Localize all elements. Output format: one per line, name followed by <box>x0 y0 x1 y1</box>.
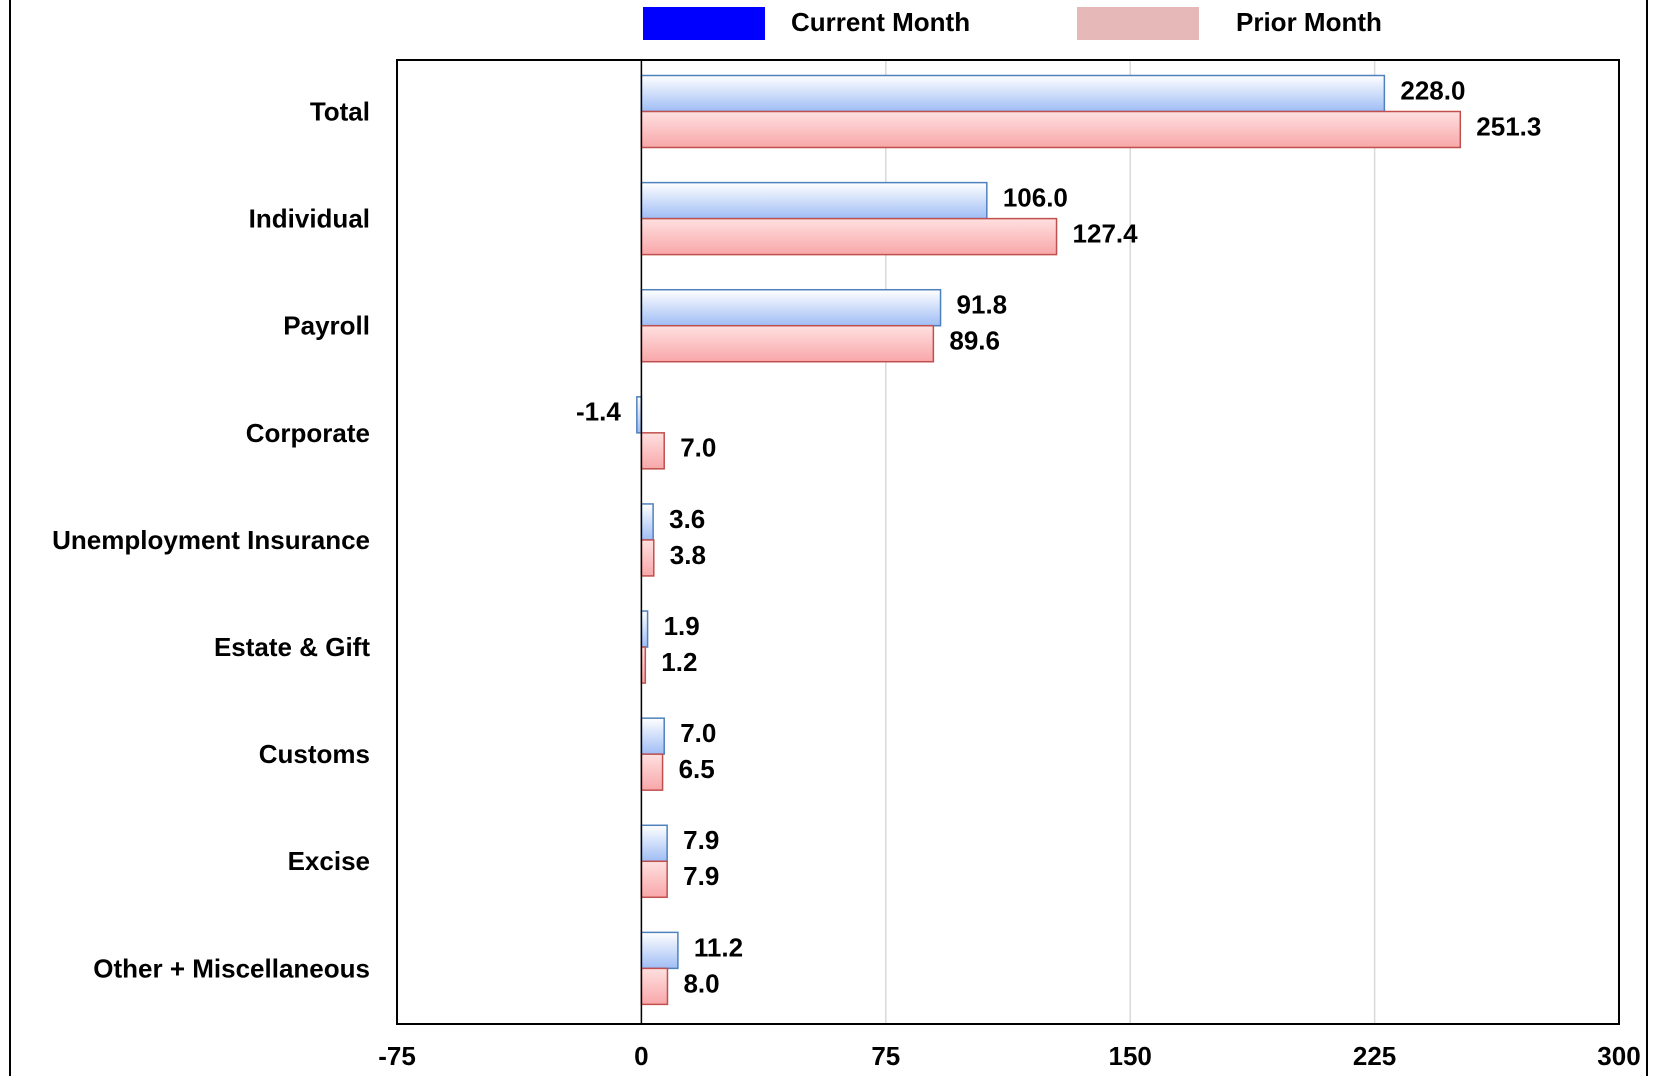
y-tick-label: Individual <box>249 204 370 234</box>
value-label: 106.0 <box>1003 182 1068 212</box>
value-label: 127.4 <box>1073 218 1139 248</box>
bar <box>640 824 668 863</box>
legend-swatch <box>1077 7 1199 40</box>
value-label: 7.0 <box>680 718 716 748</box>
x-tick-label: 300 <box>1597 1041 1640 1071</box>
bar <box>640 503 654 541</box>
value-label: 7.9 <box>683 825 719 855</box>
bar <box>640 717 665 755</box>
bar <box>640 753 664 791</box>
bar <box>640 324 935 363</box>
x-tick-label: 0 <box>634 1041 648 1071</box>
y-tick-label: Corporate <box>246 418 370 448</box>
y-tick-label: Estate & Gift <box>214 632 370 662</box>
value-label: 228.0 <box>1400 75 1465 105</box>
value-label: 1.2 <box>661 647 697 677</box>
y-tick-label: Excise <box>288 846 370 876</box>
y-tick-label: Other + Miscellaneous <box>93 953 370 983</box>
bar <box>640 610 649 648</box>
bar <box>640 432 665 470</box>
legend-swatch <box>643 7 765 40</box>
x-tick-label: -75 <box>378 1041 416 1071</box>
bar <box>640 181 988 220</box>
value-label: 3.8 <box>670 540 706 570</box>
value-label: 1.9 <box>664 611 700 641</box>
value-label: 6.5 <box>679 754 715 784</box>
plot-frame <box>396 59 1620 1025</box>
value-label: 8.0 <box>683 968 719 998</box>
bar <box>640 931 679 970</box>
x-tick-label: 75 <box>871 1041 900 1071</box>
value-label: 91.8 <box>957 290 1008 320</box>
bar <box>640 967 669 1006</box>
value-label: 11.2 <box>694 932 743 962</box>
bar <box>640 74 1386 113</box>
value-label: 3.6 <box>669 504 705 534</box>
value-label: 251.3 <box>1476 111 1541 141</box>
value-label: -1.4 <box>576 397 621 427</box>
bar <box>640 539 655 577</box>
value-label: 7.0 <box>680 433 716 463</box>
value-label: 7.9 <box>683 861 719 891</box>
y-tick-label: Payroll <box>283 311 370 341</box>
bar <box>640 288 942 327</box>
legend-label: Current Month <box>791 7 970 37</box>
legend-label: Prior Month <box>1236 7 1382 37</box>
bar <box>640 860 668 899</box>
y-tick-label: Total <box>310 96 370 126</box>
x-tick-label: 225 <box>1353 1041 1396 1071</box>
bar <box>640 217 1058 256</box>
y-tick-label: Customs <box>259 739 370 769</box>
value-label: 89.6 <box>949 326 1000 356</box>
bar <box>640 110 1462 149</box>
y-tick-label: Unemployment Insurance <box>52 525 370 555</box>
x-tick-label: 150 <box>1109 1041 1152 1071</box>
